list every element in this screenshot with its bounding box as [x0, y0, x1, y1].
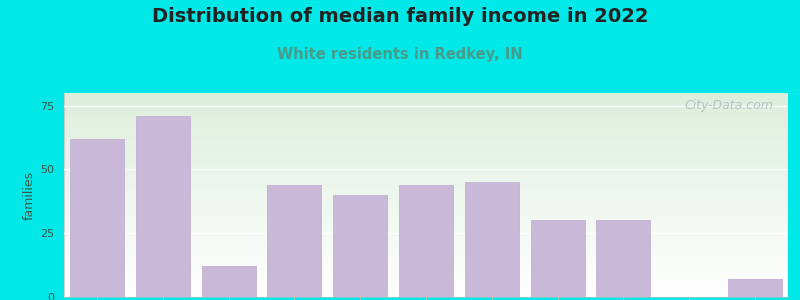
Bar — [202, 266, 255, 297]
Bar — [399, 185, 453, 297]
Bar — [465, 182, 519, 297]
Text: City-Data.com: City-Data.com — [685, 99, 774, 112]
Text: White residents in Redkey, IN: White residents in Redkey, IN — [277, 46, 523, 62]
Text: Distribution of median family income in 2022: Distribution of median family income in … — [152, 8, 648, 26]
Bar — [136, 116, 190, 297]
Bar — [530, 220, 585, 297]
Bar — [728, 279, 782, 297]
Bar — [333, 195, 387, 297]
Bar — [267, 185, 322, 297]
Y-axis label: families: families — [23, 170, 36, 220]
Bar — [597, 220, 650, 297]
Bar — [70, 139, 124, 297]
